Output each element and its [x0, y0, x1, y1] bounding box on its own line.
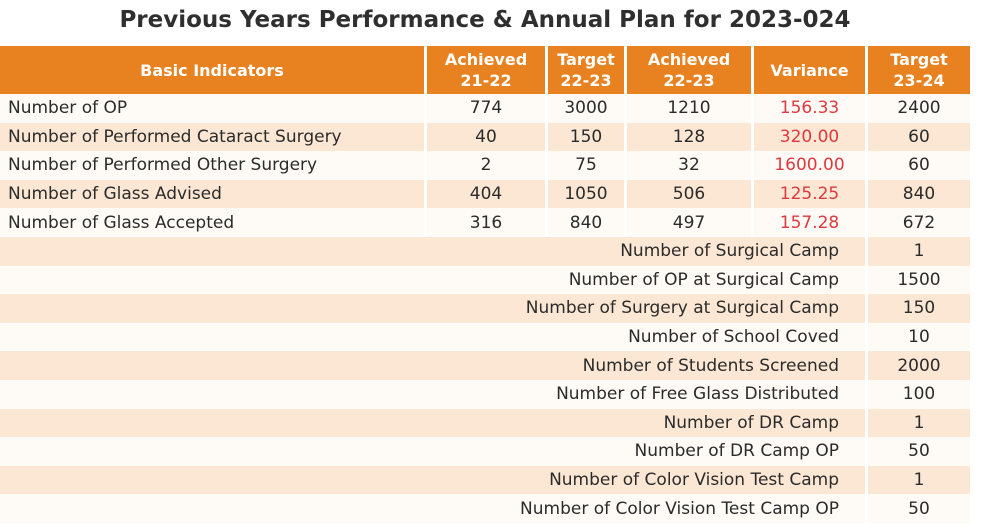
table-row: Number of Glass Advised 404 1050 506 125.25 8…	[0, 179, 970, 209]
plan-label-cell: Number of DR Camp	[0, 408, 868, 438]
achieved-21-22-cell: 404	[427, 179, 548, 209]
target-23-24-cell: 2400	[868, 94, 970, 123]
target-23-24-cell: 60	[868, 122, 970, 152]
plan-row: Number of Surgical Camp 1	[0, 236, 970, 266]
target-23-24-cell: 10	[868, 322, 970, 352]
achieved-21-22-cell: 40	[427, 122, 548, 152]
achieved-22-23-cell: 506	[627, 179, 754, 209]
target-23-24-cell: 100	[868, 379, 970, 409]
achieved-22-23-cell: 497	[627, 208, 754, 237]
plan-row: Number of Students Screened 2000	[0, 351, 970, 380]
target-23-24-cell: 2000	[868, 351, 970, 380]
table-row: Number of Glass Accepted 316 840 497 157.28 6…	[0, 208, 970, 237]
target-23-24-cell: 50	[868, 494, 970, 523]
plan-row: Number of DR Camp 1	[0, 408, 970, 438]
page-title: Previous Years Performance & Annual Plan…	[119, 7, 851, 33]
plan-row: Number of Free Glass Distributed 100	[0, 379, 970, 409]
header-basic-indicators: Basic Indicators	[0, 46, 427, 94]
plan-label-cell: Number of Color Vision Test Camp OP	[0, 494, 868, 523]
table-row: Number of Performed Other Surgery 2 75 32 16…	[0, 151, 970, 180]
plan-row: Number of School Coved 10	[0, 322, 970, 352]
achieved-22-23-cell: 1210	[627, 94, 754, 123]
plan-row: Number of OP at Surgical Camp 1500	[0, 265, 970, 295]
target-23-24-cell: 50	[868, 437, 970, 466]
target-22-23-cell: 3000	[548, 94, 627, 123]
target-23-24-cell: 672	[868, 208, 970, 237]
plan-row: Number of Color Vision Test Camp OP 50	[0, 494, 970, 523]
target-22-23-cell: 150	[548, 122, 627, 152]
indicator-cell: Number of Glass Accepted	[0, 208, 427, 237]
target-23-24-cell: 60	[868, 151, 970, 180]
plan-label-cell: Number of Students Screened	[0, 351, 868, 380]
variance-cell: 1600.00	[754, 151, 868, 180]
target-23-24-cell: 1	[868, 465, 970, 495]
header-variance: Variance	[754, 46, 868, 94]
header-achieved-21-22: Achieved 21-22	[427, 46, 548, 94]
target-23-24-cell: 1	[868, 408, 970, 438]
header-target-23-24: Target 23-24	[868, 46, 970, 94]
plan-label-cell: Number of Color Vision Test Camp	[0, 465, 868, 495]
indicator-cell: Number of Glass Advised	[0, 179, 427, 209]
header-achieved-22-23: Achieved 22-23	[627, 46, 754, 94]
plan-label-cell: Number of Surgical Camp	[0, 236, 868, 266]
indicator-cell: Number of OP	[0, 94, 427, 123]
target-23-24-cell: 150	[868, 294, 970, 323]
header-target-22-23: Target 22-23	[548, 46, 627, 94]
plan-label-cell: Number of Free Glass Distributed	[0, 379, 868, 409]
table-row: Number of Performed Cataract Surgery 40 15…	[0, 122, 970, 152]
indicator-cell: Number of Performed Other Surgery	[0, 151, 427, 180]
variance-cell: 157.28	[754, 208, 868, 237]
variance-cell: 125.25	[754, 179, 868, 209]
plan-label-cell: Number of OP at Surgical Camp	[0, 265, 868, 295]
plan-label-cell: Number of School Coved	[0, 322, 868, 352]
table-row: Number of OP 774 3000 1210 156.33 2400	[0, 94, 970, 123]
variance-cell: 320.00	[754, 122, 868, 152]
indicator-cell: Number of Performed Cataract Surgery	[0, 122, 427, 152]
variance-cell: 156.33	[754, 94, 868, 123]
table-header-row: Basic Indicators Achieved 21-22 Target 22-…	[0, 46, 970, 94]
plan-row: Number of Color Vision Test Camp 1	[0, 465, 970, 495]
target-23-24-cell: 1	[868, 236, 970, 266]
plan-label-cell: Number of DR Camp OP	[0, 437, 868, 466]
achieved-22-23-cell: 128	[627, 122, 754, 152]
plan-row: Number of Surgery at Surgical Camp 150	[0, 294, 970, 323]
achieved-21-22-cell: 316	[427, 208, 548, 237]
plan-row: Number of DR Camp OP 50	[0, 437, 970, 466]
target-22-23-cell: 75	[548, 151, 627, 180]
achieved-21-22-cell: 2	[427, 151, 548, 180]
performance-table: Basic Indicators Achieved 21-22 Target 22-…	[0, 46, 970, 523]
target-22-23-cell: 1050	[548, 179, 627, 209]
target-22-23-cell: 840	[548, 208, 627, 237]
achieved-22-23-cell: 32	[627, 151, 754, 180]
target-23-24-cell: 1500	[868, 265, 970, 295]
target-23-24-cell: 840	[868, 179, 970, 209]
plan-label-cell: Number of Surgery at Surgical Camp	[0, 294, 868, 323]
achieved-21-22-cell: 774	[427, 94, 548, 123]
